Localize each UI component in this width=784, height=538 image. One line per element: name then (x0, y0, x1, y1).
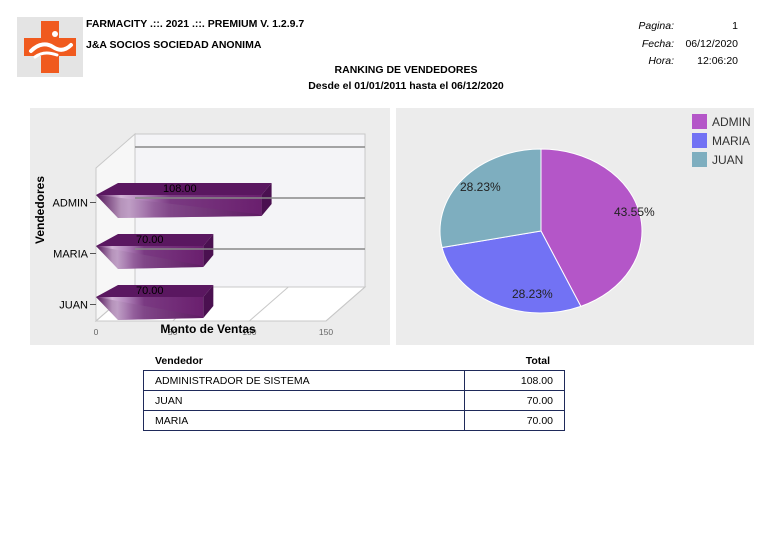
fecha-label: Fecha: (641, 38, 674, 50)
cell-total: 70.00 (464, 390, 565, 411)
category-label: MARIA (53, 249, 89, 261)
company-name: J&A SOCIOS SOCIEDAD ANONIMA (86, 39, 262, 51)
hora-value: 12:06:20 (697, 55, 738, 67)
bar-shade (96, 246, 204, 269)
bar-end-face (261, 183, 272, 216)
col-header-vendedor: Vendedor (155, 355, 203, 367)
bar-top-face (96, 285, 214, 297)
legend-swatch-maria (692, 133, 707, 148)
x-tick-label: 100 (242, 327, 256, 337)
pie-chart: 43.55% 28.23% 28.23% ADMIN MARIA JUAN (439, 114, 751, 314)
pagina-value: 1 (732, 20, 738, 32)
pie-slice-label: 43.55% (614, 205, 655, 219)
fecha-value: 06/12/2020 (685, 38, 738, 50)
table-row: JUAN 70.00 (142, 390, 565, 411)
bar-chart: 108.00 ADMIN 70.00 MARIA 70.00 JUAN 0 50 100 150 M… (33, 132, 367, 337)
report-title: RANKING DE VENDEDORES (334, 64, 478, 76)
x-tick-label: 0 (94, 327, 99, 337)
legend-label: JUAN (712, 153, 743, 167)
legend-label: ADMIN (712, 115, 751, 129)
floor-grid-line (325, 286, 366, 322)
col-header-total: Total (525, 355, 550, 367)
pagina-label: Pagina: (638, 20, 674, 32)
bar-value-label: 70.00 (136, 234, 164, 246)
vendedores-table: ADMINISTRADOR DE SISTEMA 108.00 JUAN 70.… (142, 370, 565, 431)
bar-shade (96, 297, 204, 320)
x-tick-label: 50 (168, 327, 178, 337)
cell-vendedor: MARIA (142, 410, 466, 431)
legend-swatch-juan (692, 152, 707, 167)
pie-slice-juan (439, 148, 542, 249)
app-title: FARMACITY .::. 2021 .::. PREMIUM V. 1.2.… (86, 18, 305, 30)
cell-total: 108.00 (464, 370, 565, 391)
legend-label: MARIA (712, 134, 750, 148)
pie-slice-admin (540, 148, 643, 307)
bar-end-face (203, 285, 214, 318)
pie-slice-maria (441, 230, 582, 314)
bar-top-face (96, 234, 214, 246)
bar-end-face (203, 234, 214, 267)
bar-chart-panel: 108.00 ADMIN 70.00 MARIA 70.00 JUAN 0 50 100 150 M… (30, 108, 390, 345)
farmacity-logo (17, 17, 83, 77)
pie-slice-label: 28.23% (460, 180, 501, 194)
cell-vendedor: JUAN (142, 390, 466, 411)
report-subtitle: Desde el 01/01/2011 hasta el 06/12/2020 (308, 80, 504, 92)
bar-value-label: 108.00 (163, 183, 197, 195)
category-label: JUAN (59, 300, 88, 312)
legend-swatch-admin (692, 114, 707, 129)
floor-grid-line (249, 286, 289, 322)
bar-value-label: 70.00 (136, 285, 164, 297)
category-label: ADMIN (53, 198, 89, 210)
table-row: MARIA 70.00 (142, 410, 565, 431)
bar-shade (96, 195, 262, 218)
pie-slice-label: 28.23% (512, 287, 553, 301)
bar-top-face (96, 183, 272, 195)
cell-total: 70.00 (464, 410, 565, 431)
table-row: ADMINISTRADOR DE SISTEMA 108.00 (142, 370, 565, 391)
y-axis-title: Vendedores (33, 176, 47, 244)
cell-vendedor: ADMINISTRADOR DE SISTEMA (142, 370, 466, 391)
x-axis-title: Monto de Ventas (160, 322, 256, 336)
pie-chart-panel: 43.55% 28.23% 28.23% ADMIN MARIA JUAN (396, 108, 754, 345)
x-tick-label: 150 (319, 327, 333, 337)
hora-label: Hora: (648, 55, 674, 67)
